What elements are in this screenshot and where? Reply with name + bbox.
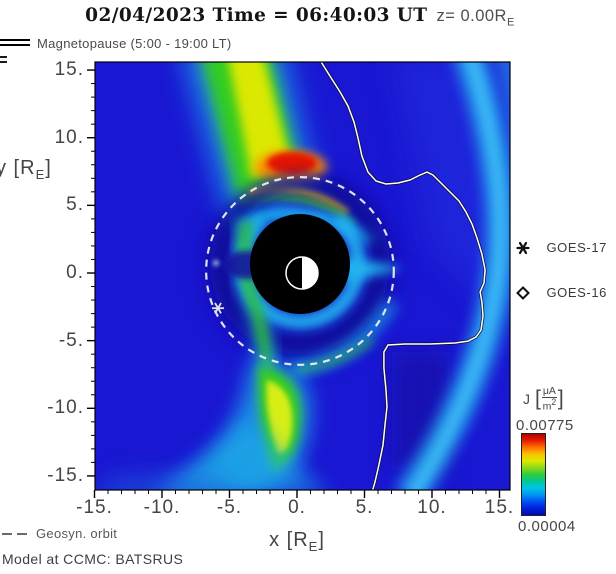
x-tick-label: 0. [288,497,306,518]
goes-17-label: GOES-17 [546,240,608,256]
title-datetime: 02/04/2023 Time = 06:40:03 UT [85,5,428,26]
y-tick-label: 0. [66,262,84,283]
colorbar-min-value: 0.00004 [518,518,576,535]
clipped-legend-symbol [0,56,7,66]
x-tick-label: -15. [76,497,113,518]
axis-ticks [87,69,501,498]
y-tick-label: 15. [54,59,84,81]
y-tick-label: 10. [54,126,84,148]
plot-overlays [205,62,487,490]
x-tick-label: -5. [216,497,243,518]
magnetopause-legend-label: Magnetopause (5:00 - 19:00 LT) [37,36,232,51]
geosync-orbit-label: Geosyn. orbit [36,526,118,541]
diamond-icon [516,285,530,300]
x-tick-label: 10. [417,497,447,518]
x-tick-label: 5. [355,497,374,518]
y-tick-label: -15. [47,464,84,486]
inner-boundary-and-earth [250,214,350,314]
y-axis-label: y [RE] [0,157,52,182]
geosync-orbit-circle [205,176,395,366]
title-z-slice: z= 0.00RE [436,7,515,29]
goes-16-legend: GOES-16 [516,284,607,300]
y-tick-label: -5. [58,329,84,351]
goes-16-label: GOES-16 [546,285,608,301]
y-tick-label: -10. [47,397,84,419]
plot-frame [94,61,511,491]
earth-dayside-hemisphere [302,257,318,289]
magnetopause-line-icon [0,39,30,47]
dashed-line-icon [2,533,30,536]
model-credit: Model at CCMC: BATSRUS [2,551,184,567]
goes-17-legend: GOES-17 [516,239,607,255]
asterisk-icon [516,241,530,254]
magnetopause-line [320,62,486,490]
colorbar-max-value: 0.00775 [516,417,574,434]
x-tick-label: 15. [484,497,515,518]
x-tick-label: -10. [143,497,181,518]
y-tick-label: 5. [66,194,84,216]
colorbar-title: J[μA m2] [523,385,564,413]
colorbar [521,433,546,516]
x-axis-label: x [RE] [269,529,325,554]
current-density-maximum [267,152,317,174]
satellite-marker [214,302,222,314]
plot-title: 02/04/2023 Time = 06:40:03 UT z= 0.00RE [0,5,600,28]
